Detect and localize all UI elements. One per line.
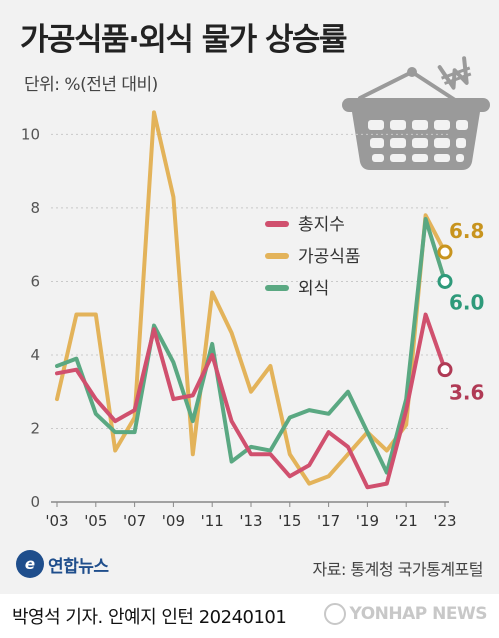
series-lines bbox=[55, 110, 447, 490]
y-tick-label: 2 bbox=[30, 419, 40, 437]
x-tick-label: '05 bbox=[84, 512, 107, 530]
legend-label: 외식 bbox=[298, 279, 329, 299]
y-tick-label: 6 bbox=[30, 272, 40, 290]
y-tick-label: 10 bbox=[21, 125, 40, 143]
yonhap-logo: e 연합뉴스 bbox=[16, 548, 109, 580]
series-line-1 bbox=[55, 110, 447, 486]
unit-label: 단위: %(전년 대비) bbox=[24, 75, 158, 95]
shopping-basket-icon bbox=[342, 67, 490, 170]
x-tick-label: '21 bbox=[395, 512, 418, 530]
x-tick-label: '19 bbox=[356, 512, 379, 530]
end-point-marker bbox=[437, 362, 453, 378]
x-tick-label: '11 bbox=[201, 512, 224, 530]
x-tick-label: '17 bbox=[317, 512, 340, 530]
logo-text: 연합뉴스 bbox=[48, 556, 109, 577]
credit-line: 박영석 기자. 안예지 인턴 20240101 bbox=[12, 607, 287, 628]
won-sign-icon bbox=[437, 56, 472, 90]
x-tick-label: '07 bbox=[123, 512, 146, 530]
x-tick-label: '13 bbox=[239, 512, 262, 530]
x-tick-label: '03 bbox=[45, 512, 68, 530]
chart-title: 가공식품·외식 물가 상승률 bbox=[20, 22, 348, 58]
footer-bar: 박영석 기자. 안예지 인턴 20240101 YONHAP NEWS bbox=[0, 594, 499, 638]
watermark-logo-icon bbox=[323, 603, 346, 625]
y-tick-label: 4 bbox=[30, 346, 40, 364]
y-tick-label: 0 bbox=[30, 493, 40, 511]
y-tick-label: 8 bbox=[30, 199, 40, 217]
infographic-card: 가공식품·외식 물가 상승률 단위: %(전년 대비) bbox=[16, 22, 490, 580]
series-line-2 bbox=[55, 216, 447, 475]
end-point-marker bbox=[437, 273, 453, 289]
source-label: 자료: 통계청 국가통계포털 bbox=[312, 560, 484, 579]
x-axis: '03 '05 '07 '09 '11 '13 '15 '17 '19 '21 '23 bbox=[45, 502, 457, 530]
end-value-label: 3.6 bbox=[449, 381, 484, 405]
series-line-0 bbox=[55, 312, 447, 490]
x-tick-label: '09 bbox=[162, 512, 185, 530]
watermark-text: YONHAP NEWS bbox=[349, 604, 488, 624]
y-axis: 0 2 4 6 8 10 bbox=[21, 125, 40, 511]
watermark: YONHAP NEWS bbox=[323, 603, 488, 625]
end-value-label: 6.8 bbox=[449, 219, 484, 243]
end-value-label: 6.0 bbox=[449, 290, 484, 314]
x-tick-label: '15 bbox=[278, 512, 301, 530]
legend-label: 가공식품 bbox=[298, 247, 361, 267]
end-point-marker bbox=[437, 244, 453, 260]
x-tick-label: '23 bbox=[433, 512, 456, 530]
chart-grid bbox=[51, 133, 449, 503]
yonhap-logo-icon: e bbox=[16, 550, 44, 578]
line-chart: 0 2 4 6 8 10 '03 '05 '07 '09 '11 '13 '15 '17 '19 '21 '2… bbox=[21, 56, 490, 530]
end-markers: 3.6 6.8 6.0 bbox=[437, 219, 484, 405]
legend-label: 총지수 bbox=[298, 215, 345, 235]
